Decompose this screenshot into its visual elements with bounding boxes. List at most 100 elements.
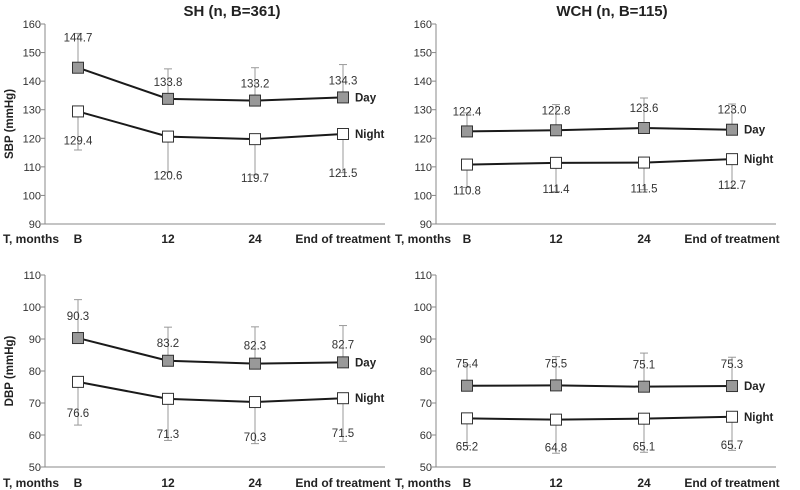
- data-label: 121.5: [329, 168, 358, 180]
- data-point-day: [72, 332, 84, 345]
- data-label: 71.5: [332, 428, 354, 440]
- y-tick-label: 100: [23, 190, 41, 202]
- y-tick-label: 60: [29, 430, 41, 442]
- category-label: 24: [248, 476, 262, 490]
- panel-title: SH (n, B=361): [183, 3, 280, 20]
- y-tick-label: 60: [420, 430, 432, 442]
- data-point-night: [726, 153, 738, 166]
- data-label: 65.1: [633, 442, 655, 454]
- y-tick-label: 110: [414, 162, 432, 174]
- x-axis-label: T, months: [3, 232, 59, 246]
- data-point-day: [461, 379, 473, 392]
- category-label: B: [74, 232, 83, 246]
- chart-panel-2: WCH (n, B=115) 90 100 110 120 130 140 150 160 T, …: [395, 3, 780, 246]
- category-label: 24: [637, 232, 651, 246]
- data-point-day: [249, 94, 261, 107]
- y-tick-label: 140: [414, 76, 432, 88]
- data-label: 71.3: [157, 429, 179, 441]
- data-label: 75.1: [633, 360, 655, 372]
- data-label: 82.7: [332, 339, 354, 351]
- data-point-night: [638, 156, 650, 169]
- y-tick-label: 50: [420, 462, 432, 474]
- data-point-day: [461, 125, 473, 138]
- y-tick-label: 130: [414, 105, 432, 117]
- y-tick-label: 70: [29, 398, 41, 410]
- data-point-night: [337, 128, 349, 140]
- x-axis-label: T, months: [3, 476, 59, 490]
- data-label: 119.7: [241, 173, 269, 185]
- data-label: 111.4: [542, 184, 570, 196]
- series-line-night: [466, 158, 733, 166]
- series-label-day: Day: [744, 125, 766, 137]
- data-point-night: [249, 396, 261, 409]
- data-label: 70.3: [244, 432, 266, 444]
- data-point-night: [72, 105, 84, 118]
- y-tick-label: 90: [420, 334, 432, 346]
- data-label: 76.6: [67, 408, 89, 420]
- y-tick-label: 140: [23, 76, 41, 88]
- data-label: 120.6: [154, 171, 183, 183]
- y-tick-label: 90: [420, 219, 432, 231]
- data-label: 122.8: [542, 105, 571, 117]
- series-day: 144.7 133.8 133.2 134.3 Day: [64, 33, 377, 107]
- data-label: 110.8: [453, 186, 481, 198]
- series-label-day: Day: [744, 381, 766, 393]
- category-label: 12: [161, 232, 175, 246]
- category-label: 24: [637, 476, 651, 490]
- chart-panel-1: SH (n, B=361) 90 100 110 120 130 140 150 160 SBP …: [3, 3, 391, 246]
- data-point-night: [550, 413, 562, 426]
- data-point-night: [72, 375, 84, 388]
- data-label: 83.2: [157, 338, 179, 350]
- series-line-day: [466, 384, 733, 388]
- series-label-night: Night: [355, 129, 385, 141]
- series-label-day: Day: [355, 92, 377, 104]
- data-point-night: [162, 130, 174, 143]
- data-label: 129.4: [64, 135, 93, 147]
- series-label-night: Night: [355, 393, 385, 405]
- data-label: 122.4: [453, 106, 482, 118]
- data-point-day: [249, 357, 261, 370]
- data-label: 65.7: [721, 440, 743, 452]
- series-label-night: Night: [744, 154, 774, 166]
- data-point-night: [638, 412, 650, 425]
- y-tick-label: 90: [29, 334, 41, 346]
- chart-panel-4: 50 60 70 80 90 100 110 T, months B 12 24 End of tre…: [395, 270, 780, 490]
- series-line-night: [77, 380, 344, 404]
- y-tick-label: 80: [420, 366, 432, 378]
- category-label: 12: [161, 476, 175, 490]
- data-point-night: [162, 392, 174, 405]
- y-tick-label: 70: [420, 398, 432, 410]
- data-point-day: [726, 380, 738, 393]
- data-point-day: [638, 122, 650, 134]
- x-axis-label: T, months: [395, 476, 451, 490]
- y-tick-label: 100: [414, 190, 432, 202]
- data-label: 123.0: [718, 105, 747, 117]
- y-tick-label: 150: [23, 48, 41, 60]
- data-label: 144.7: [64, 33, 93, 45]
- data-point-night: [726, 410, 738, 423]
- series-night: 76.6 71.3 70.3 71.5 Night: [67, 375, 385, 445]
- data-label: 112.7: [718, 180, 746, 192]
- series-label-day: Day: [355, 357, 377, 369]
- data-point-day: [337, 91, 349, 104]
- data-point-day: [726, 123, 738, 136]
- category-label: 12: [549, 232, 563, 246]
- series-night: 65.2 64.8 65.1 65.7 Night: [456, 410, 774, 455]
- data-label: 133.8: [154, 77, 183, 89]
- y-axis-label: DBP (mmHg): [4, 335, 16, 406]
- series-line-night: [466, 415, 733, 421]
- category-label: 12: [549, 476, 563, 490]
- data-label: 65.2: [456, 441, 478, 453]
- category-label: End of treatment: [684, 476, 779, 490]
- y-tick-label: 100: [23, 302, 41, 314]
- series-line-day: [77, 66, 344, 102]
- data-point-day: [337, 356, 349, 369]
- y-tick-label: 50: [29, 462, 41, 474]
- series-line-day: [77, 337, 344, 365]
- data-label: 75.4: [456, 359, 479, 371]
- data-label: 75.5: [545, 358, 567, 370]
- data-point-day: [162, 354, 174, 367]
- y-tick-label: 130: [23, 105, 41, 117]
- series-label-night: Night: [744, 412, 774, 424]
